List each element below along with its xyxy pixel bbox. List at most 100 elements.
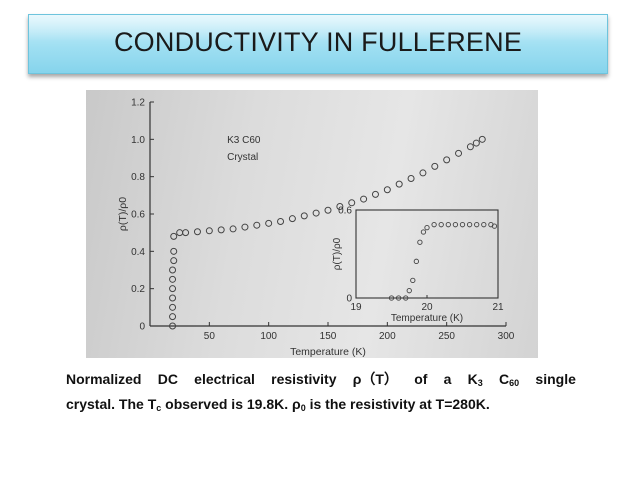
caption-word: Normalized bbox=[66, 371, 142, 387]
inset-data-point bbox=[395, 295, 402, 301]
inset-data-point bbox=[388, 295, 395, 301]
main-data-point bbox=[478, 135, 486, 143]
main-data-point bbox=[169, 285, 177, 293]
resistivity-figure: 50 100 150 200 250 30000.20.40.60.81.01.2Temp… bbox=[117, 98, 515, 359]
main-data-point bbox=[395, 180, 403, 188]
inset-data-point bbox=[410, 277, 416, 284]
main-data-point bbox=[336, 203, 344, 211]
main-data-point bbox=[407, 175, 415, 183]
inset-data-point bbox=[459, 222, 466, 228]
inset-data-point bbox=[406, 288, 412, 294]
inset-x-tick-label: 19 bbox=[350, 302, 362, 313]
caption-rho-sub: 0 bbox=[300, 403, 306, 413]
main-y-tick-label: 0 bbox=[139, 322, 145, 333]
main-data-point bbox=[277, 217, 285, 225]
main-x-tick-label: 200 bbox=[379, 331, 396, 342]
main-data-point bbox=[205, 227, 213, 235]
main-y-tick-label: 0.6 bbox=[131, 210, 145, 221]
caption-c-sub: 60 bbox=[509, 378, 520, 388]
main-data-point bbox=[169, 313, 177, 321]
caption-c60: C60 bbox=[499, 369, 519, 394]
title-banner: CONDUCTIVITY IN FULLERENE bbox=[28, 14, 608, 74]
main-data-point bbox=[170, 232, 178, 240]
inset-data-point bbox=[438, 222, 444, 228]
main-data-point bbox=[443, 156, 451, 164]
sample-label: K3 C60 bbox=[227, 135, 261, 146]
inset-data-point bbox=[417, 239, 423, 245]
main-data-point bbox=[170, 247, 178, 255]
caption-text: is the resistivity at T=280K. bbox=[305, 396, 490, 412]
caption-line-2: crystal. The Tc observed is 19.8K. ρ0 is… bbox=[66, 394, 576, 419]
figure-labels: K3 C60 Crystal bbox=[227, 135, 261, 163]
main-x-tick-label: 300 bbox=[498, 331, 515, 342]
caption-word: ρ（T） bbox=[352, 371, 398, 387]
inset-data-point bbox=[424, 224, 430, 231]
main-data-point bbox=[176, 229, 184, 237]
main-data-point bbox=[312, 209, 320, 217]
main-x-tick-label: 100 bbox=[260, 331, 277, 342]
main-y-axis-label: ρ(T)/ρ0 bbox=[117, 197, 129, 231]
inset-data-point bbox=[413, 258, 419, 264]
main-data-point bbox=[466, 143, 474, 151]
crystal-label: Crystal bbox=[227, 152, 258, 163]
main-y-tick-label: 0.4 bbox=[131, 247, 145, 258]
main-data-point bbox=[253, 221, 261, 229]
main-data-point bbox=[383, 186, 391, 194]
main-data-point bbox=[431, 162, 439, 170]
caption-text: crystal. The T bbox=[66, 396, 157, 412]
inset-frame bbox=[355, 209, 499, 299]
main-data-point bbox=[169, 275, 177, 283]
main-data-point bbox=[169, 322, 177, 330]
main-data-point bbox=[182, 229, 190, 237]
main-plot-axes: 50 100 150 200 250 30000.20.40.60.81.01.2Temp… bbox=[117, 98, 515, 359]
main-data-point bbox=[169, 294, 177, 302]
main-y-tick-label: 1.2 bbox=[131, 98, 145, 109]
main-data-point bbox=[217, 226, 225, 234]
inset-data-point bbox=[403, 295, 409, 301]
inset-data-point bbox=[466, 222, 473, 228]
inset-plot-axes: 19 20 21 0 0.6 Temperature (K) ρ(T)/ρ0 bbox=[332, 206, 504, 325]
caption-c: C bbox=[499, 371, 510, 387]
main-data-point bbox=[360, 195, 368, 203]
main-x-tick-label: 150 bbox=[320, 331, 337, 342]
main-y-tick-label: 0.2 bbox=[131, 284, 145, 295]
main-data-point bbox=[170, 257, 178, 265]
inset-x-tick-label: 20 bbox=[421, 302, 433, 313]
caption-tc-sub: c bbox=[156, 403, 162, 413]
caption-word: DC bbox=[157, 371, 178, 387]
main-data-point bbox=[371, 190, 379, 198]
inset-data-point bbox=[474, 222, 480, 228]
banner-sheen bbox=[29, 15, 607, 41]
main-x-tick-label: 250 bbox=[438, 331, 455, 342]
main-data-point bbox=[241, 223, 249, 231]
caption-line-1: Normalized DC electrical resistivity ρ（T… bbox=[66, 369, 576, 394]
caption-word: resistivity bbox=[271, 371, 337, 387]
main-y-tick-label: 0.8 bbox=[131, 172, 145, 183]
caption-word: a bbox=[443, 371, 452, 387]
main-data-point bbox=[455, 149, 463, 157]
main-y-tick-label: 1.0 bbox=[131, 135, 145, 146]
main-data-point bbox=[324, 206, 332, 214]
main-data-point bbox=[472, 139, 480, 147]
figure-photo: 50 100 150 200 250 300 0 0.2 0.4 0.6 0.8 1.0 1.2 Temp… bbox=[86, 90, 538, 358]
slide-title: CONDUCTIVITY IN FULLERENE bbox=[113, 27, 523, 57]
caption-k3: K3 bbox=[468, 369, 483, 394]
inset-x-axis-label: Temperature (K) bbox=[391, 313, 463, 324]
caption-text: observed is 19.8K. ρ bbox=[161, 396, 301, 412]
main-data-point bbox=[348, 199, 356, 207]
inset-data-point bbox=[445, 222, 451, 228]
caption-k: K bbox=[467, 371, 478, 387]
main-data-point bbox=[169, 303, 177, 311]
inset-data-point bbox=[420, 229, 427, 235]
inset-data-point bbox=[481, 222, 487, 228]
main-data-point bbox=[169, 266, 177, 274]
inset-data-point bbox=[452, 222, 459, 228]
main-x-axis-label: Temperature (K) bbox=[290, 346, 366, 358]
inset-y-tick-label: 0.6 bbox=[338, 206, 352, 217]
main-plot-points bbox=[169, 135, 486, 330]
main-data-point bbox=[419, 169, 427, 177]
caption-k-sub: 3 bbox=[477, 378, 483, 388]
inset-plot-points bbox=[388, 222, 498, 301]
caption-word: electrical bbox=[194, 371, 255, 387]
inset-y-tick-label: 0 bbox=[346, 294, 352, 305]
